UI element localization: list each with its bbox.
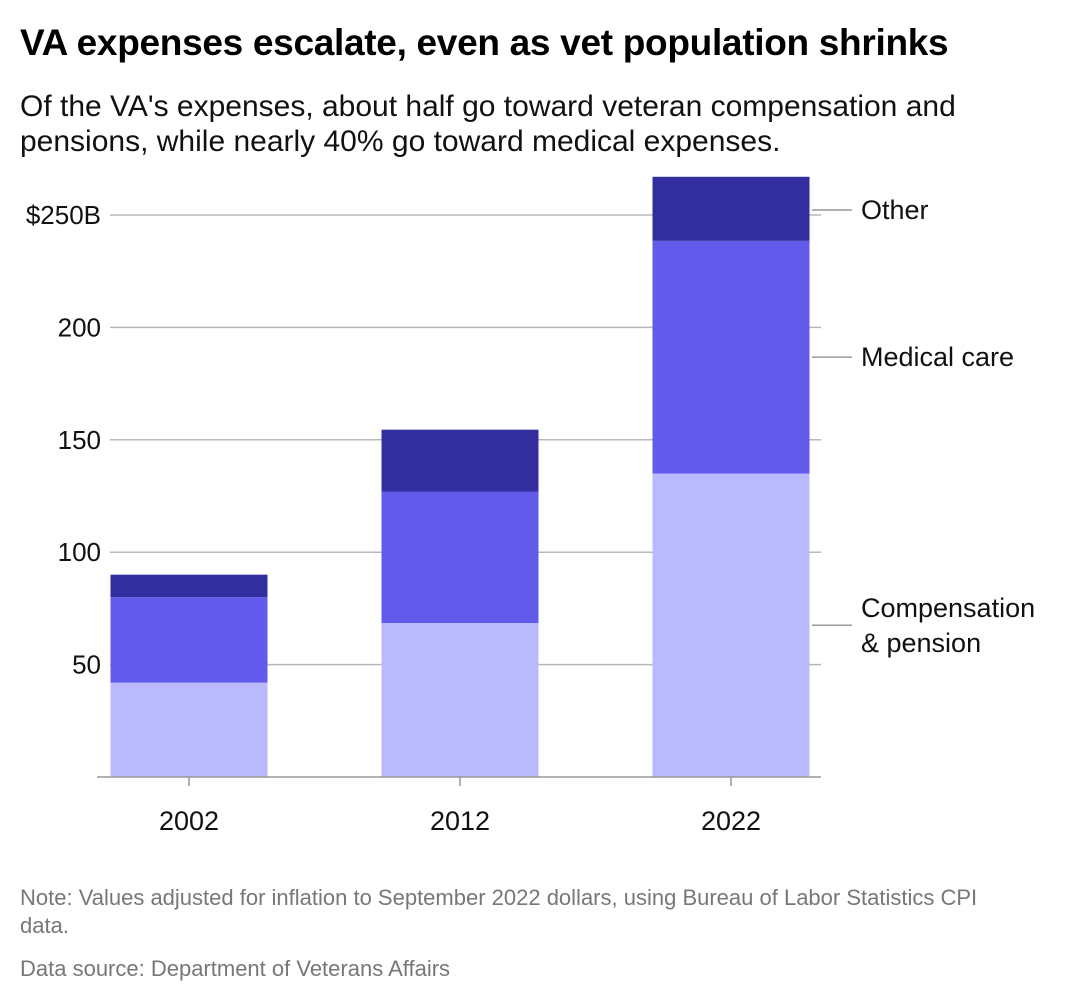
x-tick-label: 2022 [701, 806, 761, 836]
x-tick-label: 2012 [430, 806, 490, 836]
bar-segment [652, 473, 810, 777]
bar-segment [110, 597, 268, 683]
bar-segment [652, 240, 810, 474]
series-label: & pension [861, 628, 981, 658]
bar-segment [381, 429, 539, 492]
y-tick-label: 200 [58, 312, 101, 342]
y-tick-label: 150 [58, 425, 101, 455]
bar-segment [381, 491, 539, 624]
bar-segment [110, 574, 268, 598]
series-label: Compensation [861, 593, 1035, 623]
bar-segment [652, 176, 810, 241]
chart-source: Data source: Department of Veterans Affa… [20, 956, 451, 981]
series-label: Other [861, 195, 929, 225]
stacked-bar-chart: 50 100 150 200 $250B 2002 2012 2022 Compensatio… [26, 176, 1035, 836]
series-label: Medical care [861, 342, 1014, 372]
bar-segment [381, 623, 539, 777]
y-tick-label: $250B [26, 200, 101, 230]
bar-segment [110, 682, 268, 777]
chart-note: Note: Values adjusted for inflation to S… [20, 885, 978, 938]
y-tick-label: 50 [72, 650, 101, 680]
chart-subtitle: Of the VA's expenses, about half go towa… [20, 90, 956, 158]
x-tick-label: 2002 [159, 806, 219, 836]
y-tick-label: 100 [58, 537, 101, 567]
chart-title: VA expenses escalate, even as vet popula… [20, 22, 949, 63]
